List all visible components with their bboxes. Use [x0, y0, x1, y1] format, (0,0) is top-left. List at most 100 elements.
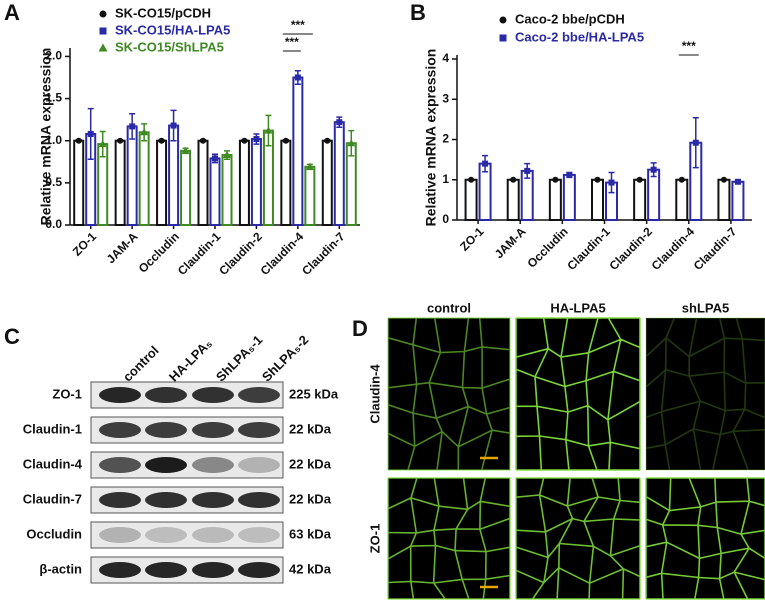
lane-label: HA-LPA₅	[166, 336, 215, 385]
protein-label: Claudin-4	[23, 456, 83, 471]
blot-band	[145, 387, 187, 403]
bar	[333, 121, 345, 226]
x-tick-label: JAM-A	[104, 229, 141, 266]
mean-marker	[117, 137, 124, 144]
size-label: 63 kDa	[289, 526, 332, 541]
x-tick-label: Claudin-7	[691, 224, 740, 273]
legend-label: SK-CO15/ShLPA5	[115, 39, 224, 54]
cell-outlines	[515, 317, 641, 471]
blot-band	[99, 387, 141, 403]
bar	[292, 76, 304, 226]
y-tick-label: 1	[442, 172, 449, 186]
x-tick-label: Claudin-4	[649, 224, 698, 273]
legend-marker	[499, 16, 507, 24]
bar	[238, 139, 250, 226]
legend-label: Caco-2 bbe/pCDH	[515, 11, 625, 26]
y-tick-label: 0.5	[45, 175, 62, 189]
cell-outlines	[387, 477, 511, 600]
bar	[280, 139, 292, 226]
x-tick-label: Claudin-4	[258, 229, 307, 278]
lane-label: ShLPA₅-1	[213, 332, 265, 384]
bar	[209, 157, 221, 227]
protein-label: ZO-1	[52, 386, 82, 401]
significance-label: ***	[291, 18, 305, 32]
x-tick-label: Claudin-2	[606, 224, 655, 273]
blot-band	[145, 422, 187, 438]
protein-label: Occludin	[26, 526, 82, 541]
blot-band	[145, 562, 187, 578]
bar	[548, 178, 562, 222]
blot-band	[99, 457, 141, 473]
mean-marker	[294, 74, 301, 81]
blot-band	[192, 422, 234, 438]
x-tick-label: ZO-1	[70, 229, 99, 258]
x-tick-label: ZO-1	[457, 224, 486, 253]
mean-marker	[212, 155, 218, 162]
x-tick-label: JAM-A	[492, 224, 529, 261]
x-tick-label: Claudin-7	[299, 229, 348, 278]
mean-marker	[200, 137, 206, 144]
bar	[221, 154, 233, 227]
panel-label: C	[4, 324, 20, 349]
cell-outlines	[645, 477, 765, 600]
mean-marker	[264, 126, 273, 134]
mean-marker	[75, 137, 82, 144]
cell-outlines	[387, 317, 511, 471]
mean-marker	[510, 176, 517, 183]
bar	[126, 125, 138, 226]
blot-band	[238, 387, 280, 403]
micrograph	[516, 318, 640, 470]
mean-marker	[720, 176, 727, 183]
column-label: HA-LPA5	[550, 300, 605, 315]
blot-band	[192, 527, 234, 543]
bar	[114, 139, 126, 226]
y-axis-label: Relative mRNA expression	[423, 49, 439, 227]
mean-marker	[158, 137, 165, 144]
bar	[591, 178, 604, 222]
mean-marker	[482, 160, 489, 167]
mean-marker	[608, 179, 615, 186]
mean-marker	[282, 137, 289, 144]
mean-marker	[305, 162, 314, 170]
protein-label: Claudin-7	[23, 491, 82, 506]
mean-marker	[552, 176, 559, 183]
y-axis-label: Relative mRNA expression	[38, 48, 54, 226]
blot-band	[145, 492, 187, 508]
bar	[73, 139, 85, 226]
blot-band	[99, 527, 141, 543]
legend-marker	[99, 10, 107, 18]
cell-outlines	[645, 317, 765, 471]
mean-marker	[87, 130, 94, 137]
blot-band	[99, 492, 141, 508]
legend-marker	[98, 43, 108, 52]
bar	[717, 178, 731, 222]
micrograph	[646, 478, 765, 599]
panel-label: A	[4, 0, 20, 25]
mean-marker	[140, 128, 149, 136]
blot-band	[238, 422, 280, 438]
mean-marker	[129, 123, 136, 130]
mean-marker	[636, 176, 643, 183]
mean-marker	[223, 151, 231, 159]
panel-label: D	[352, 316, 368, 341]
blot-band	[145, 457, 187, 473]
blot-band	[238, 562, 280, 578]
significance-label: ***	[682, 39, 696, 53]
x-tick-label: Claudin-1	[175, 229, 224, 278]
bar	[138, 131, 150, 227]
mean-marker	[181, 146, 190, 154]
bar	[633, 178, 647, 222]
lane-label: ShLPA₅-2	[259, 332, 311, 384]
size-label: 22 kDa	[289, 491, 332, 506]
micrograph	[646, 318, 765, 470]
y-tick-label: 2.0	[45, 49, 62, 63]
size-label: 22 kDa	[289, 421, 332, 436]
mean-marker	[241, 137, 248, 144]
significance-label: ***	[285, 35, 299, 49]
bar	[731, 180, 745, 222]
blot-band	[145, 527, 187, 543]
micrograph	[388, 318, 510, 470]
y-tick-label: 1.0	[45, 133, 62, 147]
panel-label: B	[410, 0, 426, 25]
bar	[562, 173, 576, 222]
